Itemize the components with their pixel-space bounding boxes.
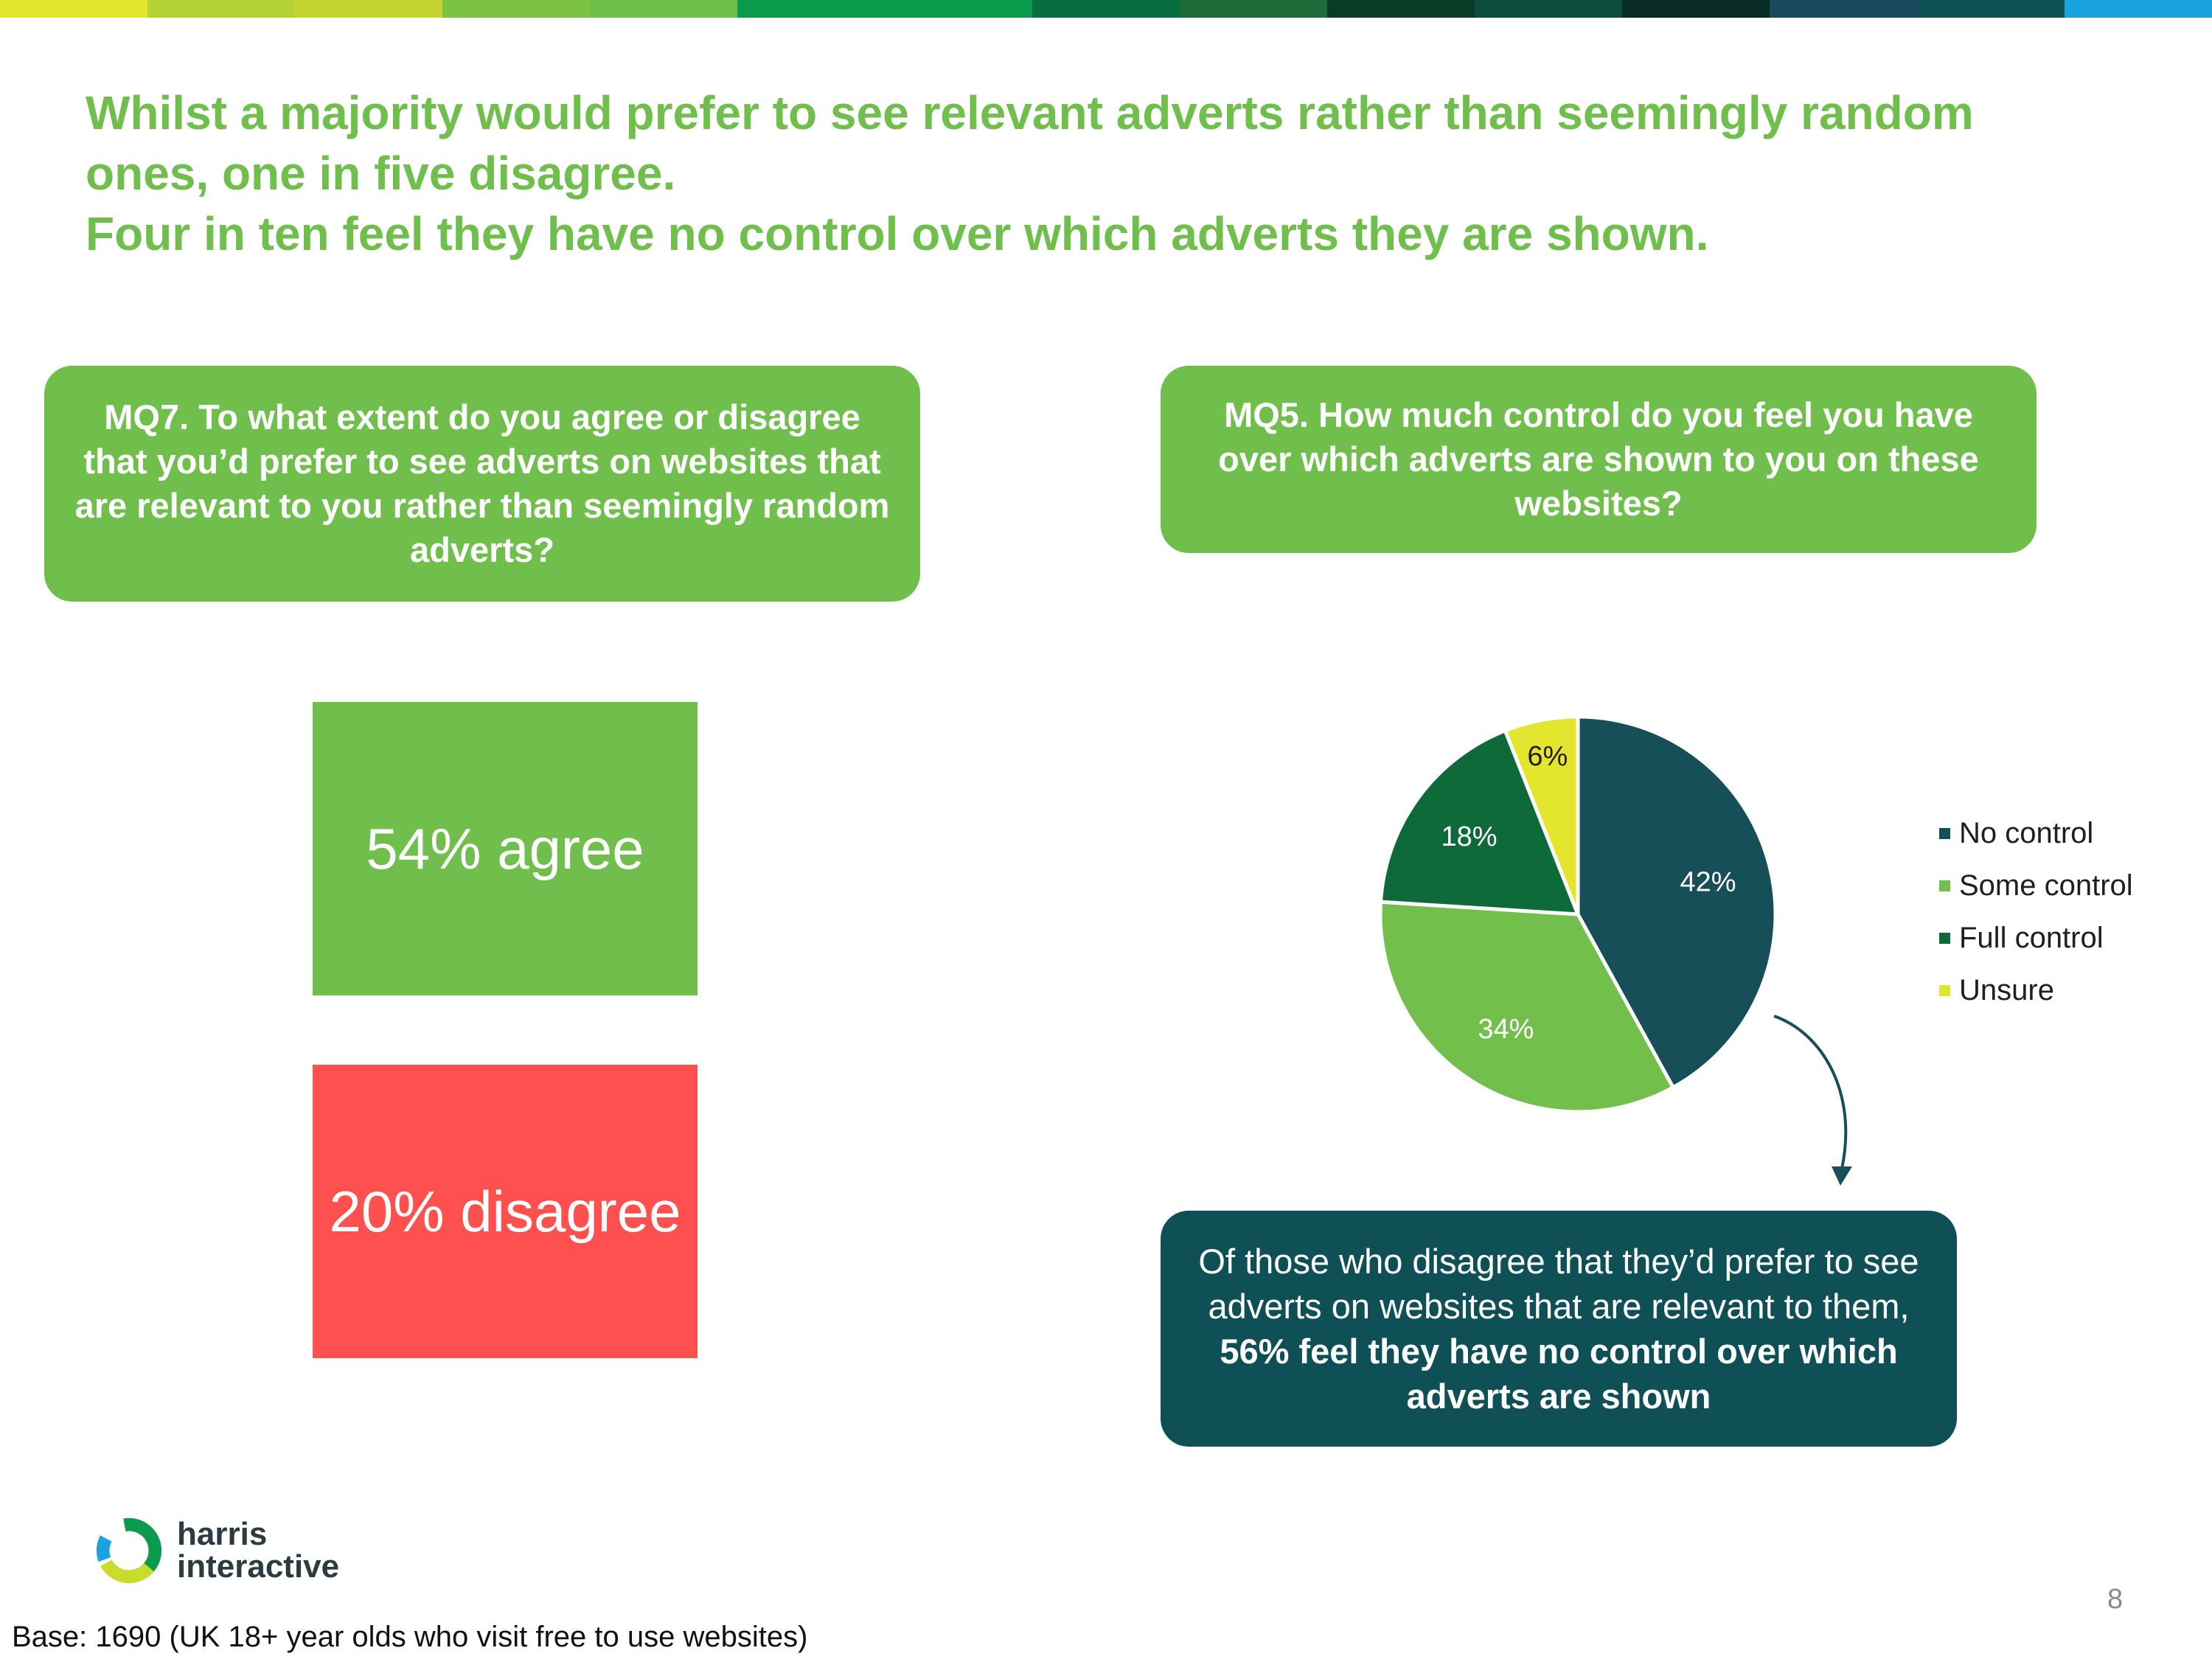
legend-swatch [1939,880,1950,891]
title-line-2: ones, one in five disagree. [86,147,676,200]
logo-word-2: interactive [177,1548,340,1585]
pie-label-full-control: 18% [1441,821,1498,852]
top-bar-segment [1180,0,1327,18]
pie-label-some-control: 34% [1478,1014,1534,1045]
legend-item-some-control: Some control [1939,860,2133,912]
agree-stat-box: 54% agree [313,702,698,995]
pie-legend: No control Some control Full control Unsure [1939,807,2133,1017]
legend-label: Some control [1959,869,2133,902]
disagree-stat-text: 20% disagree [329,1178,681,1244]
agree-stat-text: 54% agree [366,815,644,881]
harris-interactive-logo: harris interactive [93,1514,339,1587]
legend-item-unsure: Unsure [1939,964,2133,1017]
top-bar-segment [1032,0,1180,18]
top-bar-segment [1622,0,1770,18]
callout-bold-text: 56% feel they have no control over which… [1220,1332,1898,1416]
legend-item-full-control: Full control [1939,912,2133,964]
disagree-stat-box: 20% disagree [313,1065,698,1358]
top-bar-segment [2065,0,2212,18]
top-bar-segment [442,0,590,18]
question-mq5-text: MQ5. How much control do you feel you ha… [1218,395,1979,523]
top-bar-segment [1770,0,1917,18]
top-color-bar [0,0,2212,18]
legend-swatch [1939,933,1950,944]
base-footnote: Base: 1690 (UK 18+ year olds who visit f… [12,1621,808,1653]
callout-plain-text: Of those who disagree that they’d prefer… [1198,1242,1919,1326]
question-mq7-box: MQ7. To what extent do you agree or disa… [44,366,920,602]
pie-label-no-control: 42% [1680,867,1736,898]
top-bar-segment [1917,0,2065,18]
top-bar-segment [885,0,1032,18]
legend-swatch [1939,985,1950,996]
question-mq7-text: MQ7. To what extent do you agree or disa… [74,397,890,569]
harris-logo-mark-icon [96,1517,162,1584]
top-bar-segment [1475,0,1622,18]
callout-arrow-icon [1773,1015,1852,1186]
legend-label: Full control [1959,922,2104,954]
pie-label-unsure: 6% [1527,741,1568,772]
title-line-1: Whilst a majority would prefer to see re… [86,86,1974,139]
slide-title: Whilst a majority would prefer to see re… [86,83,2150,264]
pie-slice-no-control [1576,714,1778,1091]
pie-slice-some-control [1378,900,1676,1114]
pie-slice-full-control [1378,728,1581,917]
legend-label: No control [1959,817,2094,849]
top-bar-segment [737,0,885,18]
pie-slice-unsure [1503,714,1580,915]
top-bar-segment [1327,0,1475,18]
insight-callout-text: Of those who disagree that they’d prefer… [1190,1239,1927,1419]
top-bar-segment [0,0,147,18]
top-bar-segment [295,0,442,18]
logo-wordmark: harris interactive [177,1518,339,1583]
logo-word-1: harris [177,1516,268,1552]
page-number: 8 [2107,1584,2124,1615]
control-pie-chart: 42% 34% 18% 6% [1378,714,1778,1114]
legend-item-no-control: No control [1939,807,2133,860]
legend-label: Unsure [1959,974,2054,1006]
question-mq5-box: MQ5. How much control do you feel you ha… [1161,366,2037,553]
top-bar-segment [147,0,295,18]
title-line-3: Four in ten feel they have no control ov… [86,207,1709,260]
legend-swatch [1939,828,1950,839]
top-bar-segment [590,0,737,18]
insight-callout: Of those who disagree that they’d prefer… [1161,1211,1957,1447]
